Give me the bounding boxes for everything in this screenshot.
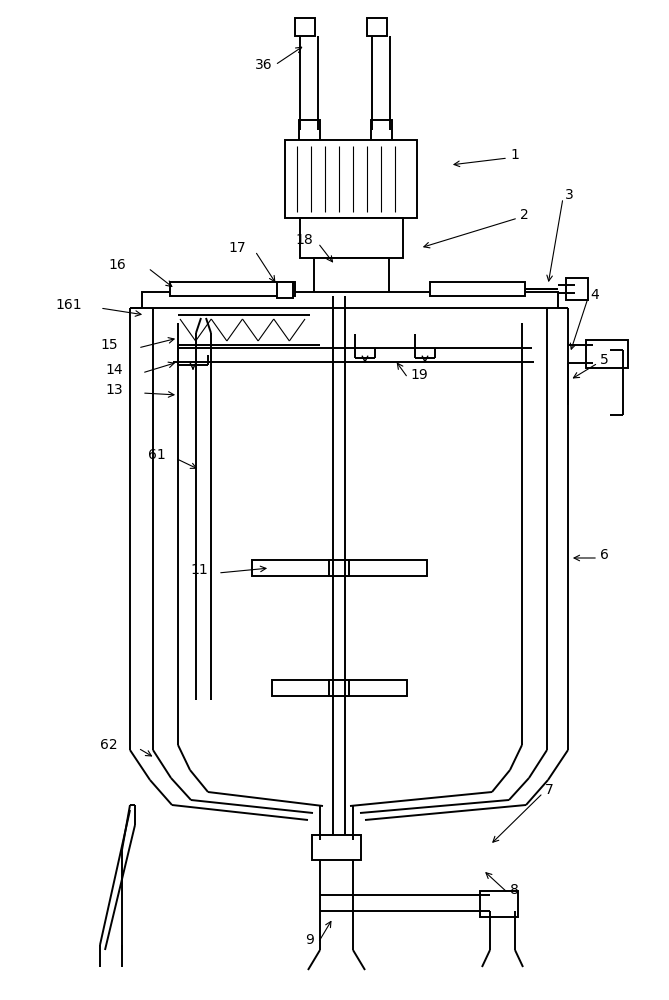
Bar — [430, 282, 525, 296]
Bar — [480, 891, 518, 917]
Text: 161: 161 — [55, 298, 82, 312]
Text: 13: 13 — [105, 383, 122, 397]
Text: 8: 8 — [510, 883, 519, 897]
Bar — [312, 835, 361, 860]
Text: 17: 17 — [228, 241, 246, 255]
Text: 11: 11 — [190, 563, 208, 577]
Text: 9: 9 — [305, 933, 314, 947]
Bar — [371, 120, 392, 140]
Bar — [285, 140, 417, 218]
Text: 18: 18 — [295, 233, 312, 247]
Text: 2: 2 — [520, 208, 529, 222]
Bar — [295, 18, 315, 36]
Text: 15: 15 — [100, 338, 118, 352]
Text: 3: 3 — [565, 188, 574, 202]
Text: 14: 14 — [105, 363, 122, 377]
Bar — [170, 282, 295, 296]
Text: 62: 62 — [100, 738, 118, 752]
Bar — [367, 18, 387, 36]
Bar — [314, 258, 389, 296]
Text: 5: 5 — [600, 353, 609, 367]
Bar — [277, 282, 293, 298]
Bar — [586, 340, 628, 368]
Text: 6: 6 — [600, 548, 609, 562]
Text: 19: 19 — [410, 368, 427, 382]
Text: 36: 36 — [255, 58, 273, 72]
Bar — [142, 292, 558, 308]
Bar — [329, 560, 349, 576]
Bar — [299, 120, 320, 140]
Bar — [252, 560, 427, 576]
Text: 61: 61 — [148, 448, 166, 462]
Text: 1: 1 — [510, 148, 519, 162]
Bar — [300, 218, 403, 258]
Text: 7: 7 — [545, 783, 554, 797]
Bar — [566, 278, 588, 300]
Bar — [272, 680, 407, 696]
Text: 4: 4 — [590, 288, 599, 302]
Bar — [329, 680, 349, 696]
Text: 16: 16 — [108, 258, 126, 272]
